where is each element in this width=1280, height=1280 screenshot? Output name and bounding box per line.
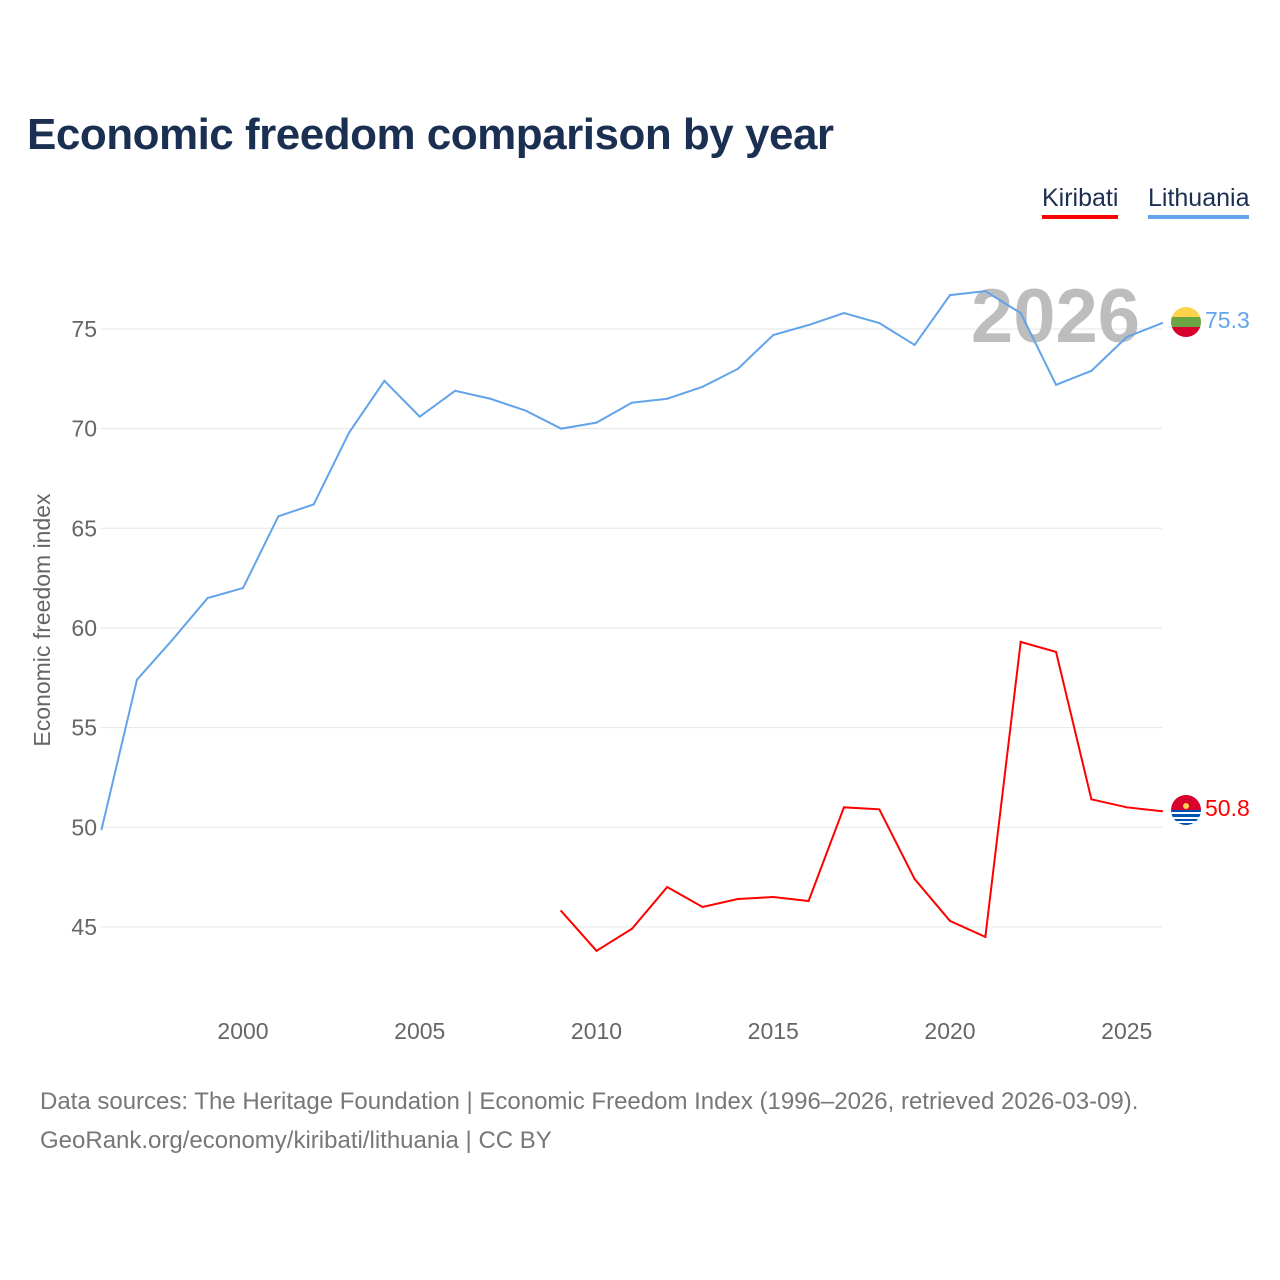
kiribati-end-label: 50.8 (1205, 795, 1250, 821)
data-point-kiribati (595, 949, 598, 952)
data-point-lithuania (418, 415, 421, 418)
y-tick-label: 45 (71, 914, 97, 940)
data-point-lithuania (1125, 335, 1128, 338)
data-point-kiribati (913, 878, 916, 881)
data-point-lithuania (736, 367, 739, 370)
data-point-lithuania (348, 431, 351, 434)
data-point-lithuania (842, 312, 845, 315)
data-point-kiribati (842, 806, 845, 809)
kiribati-flag-icon (1171, 795, 1201, 825)
x-tick-label: 2000 (217, 1018, 268, 1044)
data-point-kiribati (807, 899, 810, 902)
y-axis-label: Economic freedom index (29, 493, 55, 747)
data-point-kiribati (772, 896, 775, 899)
data-point-lithuania (878, 322, 881, 325)
data-point-lithuania (560, 427, 563, 430)
x-tick-label: 2010 (571, 1018, 622, 1044)
legend-item-kiribati[interactable]: Kiribati (1042, 184, 1119, 219)
data-point-lithuania (1019, 312, 1022, 315)
data-point-lithuania (913, 343, 916, 346)
y-tick-label: 55 (71, 715, 97, 741)
x-tick-label: 2015 (748, 1018, 799, 1044)
data-point-kiribati (1090, 798, 1093, 801)
data-point-lithuania (666, 397, 669, 400)
data-point-kiribati (560, 909, 563, 912)
data-point-kiribati (878, 808, 881, 811)
data-point-lithuania (489, 397, 492, 400)
y-tick-label: 50 (71, 814, 97, 840)
data-point-lithuania (984, 290, 987, 293)
data-point-lithuania (524, 409, 527, 412)
data-point-kiribati (701, 905, 704, 908)
series-line-kiribati (560, 640, 1163, 953)
data-point-lithuania (1161, 322, 1164, 325)
data-point-lithuania (807, 324, 810, 327)
y-tick-label: 65 (71, 515, 97, 541)
series-line-lithuania (100, 290, 1163, 830)
x-tick-label: 2025 (1101, 1018, 1152, 1044)
data-point-kiribati (1019, 640, 1022, 643)
year-watermark: 2026 (971, 274, 1140, 359)
data-point-kiribati (736, 897, 739, 900)
data-point-lithuania (277, 515, 280, 518)
y-tick-label: 60 (71, 615, 97, 641)
data-point-kiribati (949, 919, 951, 922)
data-point-lithuania (949, 294, 951, 297)
x-tick-label: 2005 (394, 1018, 445, 1044)
data-point-kiribati (1125, 806, 1128, 809)
x-tick-label: 2020 (924, 1018, 975, 1044)
data-point-kiribati (1161, 810, 1164, 813)
data-point-lithuania (312, 503, 315, 506)
data-point-kiribati (630, 927, 633, 930)
data-point-kiribati (984, 935, 987, 938)
y-tick-label: 75 (71, 316, 97, 342)
lithuania-end-label: 75.3 (1205, 307, 1250, 333)
chart-title: Economic freedom comparison by year (27, 110, 834, 159)
data-point-lithuania (206, 597, 209, 600)
lithuania-flag-icon (1171, 307, 1201, 337)
data-point-lithuania (242, 587, 244, 590)
data-point-lithuania (630, 401, 633, 404)
data-point-lithuania (100, 828, 103, 831)
data-point-kiribati (666, 886, 669, 889)
data-point-kiribati (1055, 650, 1058, 653)
data-point-lithuania (701, 385, 704, 388)
data-point-lithuania (383, 379, 386, 382)
data-point-lithuania (772, 333, 775, 336)
data-point-lithuania (454, 389, 457, 392)
source-url[interactable]: GeoRank.org/economy/kiribati/lithuania |… (40, 1127, 552, 1154)
data-point-lithuania (171, 638, 174, 641)
y-tick-label: 70 (71, 416, 97, 442)
data-point-lithuania (595, 421, 598, 424)
data-point-lithuania (135, 678, 138, 681)
data-sources: Data sources: The Heritage Foundation | … (40, 1088, 1139, 1115)
data-point-lithuania (1090, 369, 1093, 372)
legend-item-lithuania[interactable]: Lithuania (1148, 184, 1250, 219)
data-point-lithuania (1055, 383, 1058, 386)
